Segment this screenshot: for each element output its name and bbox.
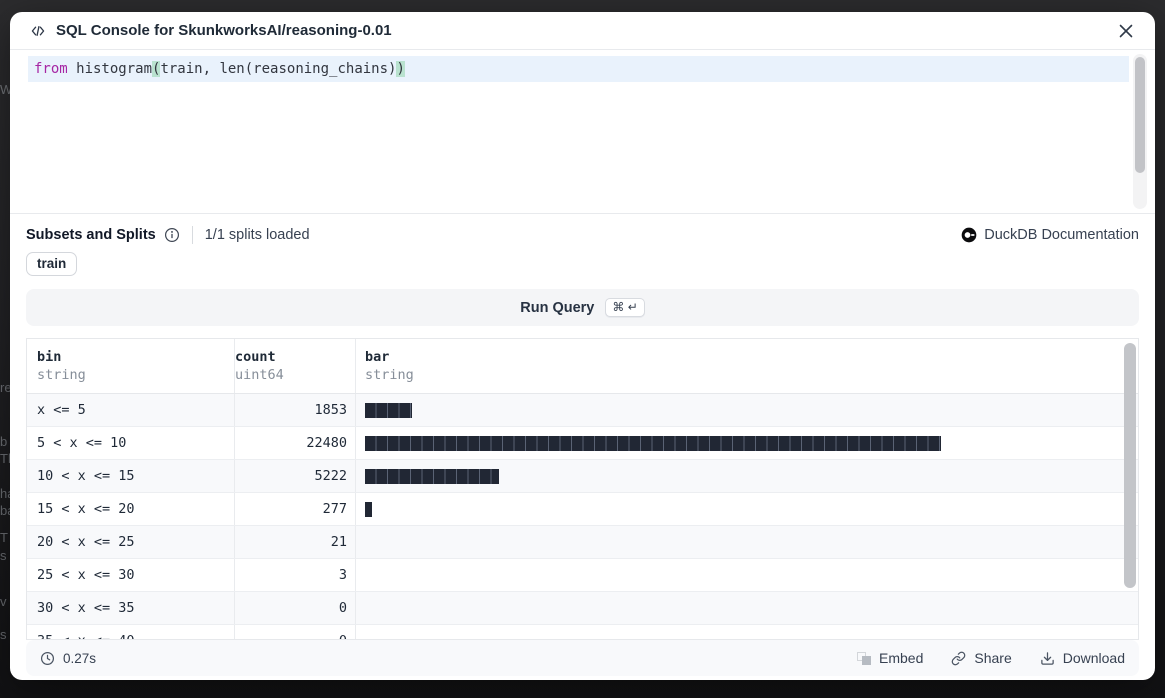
- table-row: 30 < x <= 35 0: [27, 592, 1138, 625]
- editor-scrollbar[interactable]: [1133, 54, 1147, 209]
- modal-bottom-padding: [26, 676, 1139, 680]
- histogram-bar: [365, 436, 941, 451]
- sql-editor[interactable]: from histogram(train, len(reasoning_chai…: [10, 50, 1155, 214]
- table-body: x <= 5 1853 5 < x <= 10 22480 10 < x <= …: [27, 394, 1138, 640]
- code-token: histogram: [68, 61, 152, 77]
- bin-cell: 20 < x <= 25: [27, 526, 235, 558]
- column-name: bar: [365, 349, 389, 365]
- histogram-bar: [365, 469, 499, 484]
- modal-header: SQL Console for SkunkworksAI/reasoning-0…: [10, 12, 1155, 50]
- download-label: Download: [1063, 650, 1125, 666]
- table-row: 20 < x <= 25 21: [27, 526, 1138, 559]
- table-header-row: bin string count uint64 bar string: [27, 339, 1138, 394]
- bar-cell: [356, 526, 1138, 558]
- table-row: x <= 5 1853: [27, 394, 1138, 427]
- column-name: count: [235, 349, 276, 365]
- count-cell: 1853: [235, 394, 356, 426]
- bin-cell: 10 < x <= 15: [27, 460, 235, 492]
- count-cell: 277: [235, 493, 356, 525]
- column-name: bin: [37, 349, 61, 365]
- embed-icon: [857, 652, 871, 665]
- embed-button[interactable]: Embed: [857, 650, 923, 666]
- table-scrollbar[interactable]: [1123, 341, 1137, 637]
- bin-cell: 25 < x <= 30: [27, 559, 235, 591]
- bin-cell: 15 < x <= 20: [27, 493, 235, 525]
- table-row: 5 < x <= 10 22480: [27, 427, 1138, 460]
- column-header-count: count uint64: [235, 339, 356, 393]
- column-type: string: [37, 367, 86, 383]
- bar-cell: [356, 493, 1138, 525]
- bin-cell: x <= 5: [27, 394, 235, 426]
- duckdb-doc-label: DuckDB Documentation: [984, 227, 1139, 243]
- code-token: (: [152, 61, 160, 77]
- count-cell: 3: [235, 559, 356, 591]
- splits-chip-row: train: [26, 252, 1139, 276]
- bar-cell: [356, 559, 1138, 591]
- share-button[interactable]: Share: [951, 650, 1011, 666]
- subsets-row: Subsets and Splits 1/1 splits loaded Duc…: [26, 226, 1139, 244]
- table-row: 25 < x <= 30 3: [27, 559, 1138, 592]
- table-row: 10 < x <= 15 5222: [27, 460, 1138, 493]
- editor-scrollbar-thumb[interactable]: [1135, 57, 1145, 173]
- code-token: from: [34, 61, 68, 77]
- histogram-bar: [365, 403, 412, 418]
- sql-editor-active-line: from histogram(train, len(reasoning_chai…: [28, 56, 1129, 82]
- count-cell: 22480: [235, 427, 356, 459]
- vertical-separator: [192, 226, 193, 244]
- clock-icon: [40, 651, 55, 666]
- subsets-label: Subsets and Splits: [26, 227, 156, 243]
- count-cell: 5222: [235, 460, 356, 492]
- close-icon[interactable]: [1115, 20, 1137, 42]
- run-query-label: Run Query: [520, 300, 594, 316]
- download-button[interactable]: Download: [1040, 650, 1125, 666]
- code-token: ): [396, 61, 404, 77]
- column-type: string: [365, 367, 414, 383]
- split-chip-train[interactable]: train: [26, 252, 77, 276]
- table-row: 35 < x <= 40 0: [27, 625, 1138, 640]
- bin-cell: 35 < x <= 40: [27, 625, 235, 640]
- splits-loaded-text: 1/1 splits loaded: [205, 227, 310, 243]
- share-label: Share: [974, 650, 1011, 666]
- modal-title: SQL Console for SkunkworksAI/reasoning-0…: [56, 22, 392, 39]
- bar-cell: [356, 625, 1138, 640]
- footer-actions: Embed Share Download: [857, 650, 1125, 666]
- results-table: bin string count uint64 bar string x <= …: [26, 338, 1139, 640]
- column-header-bar: bar string: [356, 339, 1138, 393]
- sql-console-modal: SQL Console for SkunkworksAI/reasoning-0…: [10, 12, 1155, 680]
- table-scrollbar-thumb[interactable]: [1124, 343, 1136, 588]
- bar-cell: [356, 460, 1138, 492]
- duckdb-logo-icon: [961, 227, 977, 243]
- bar-cell: [356, 592, 1138, 624]
- duration-text: 0.27s: [63, 651, 96, 666]
- code-icon: [30, 24, 46, 38]
- console-body: Subsets and Splits 1/1 splits loaded Duc…: [10, 214, 1155, 680]
- column-type: uint64: [235, 367, 284, 383]
- keyboard-shortcut-badge: ⌘ ↵: [605, 298, 644, 317]
- count-cell: 0: [235, 625, 356, 640]
- table-row: 15 < x <= 20 277: [27, 493, 1138, 526]
- bar-cell: [356, 427, 1138, 459]
- column-header-bin: bin string: [27, 339, 235, 393]
- embed-label: Embed: [879, 650, 923, 666]
- code-token: train, len(reasoning_chains): [160, 61, 396, 77]
- info-icon[interactable]: [164, 227, 180, 243]
- download-icon: [1040, 651, 1055, 666]
- bin-cell: 30 < x <= 35: [27, 592, 235, 624]
- count-cell: 21: [235, 526, 356, 558]
- run-query-button[interactable]: Run Query ⌘ ↵: [26, 289, 1139, 326]
- count-cell: 0: [235, 592, 356, 624]
- footer-bar: 0.27s Embed Share: [26, 640, 1139, 676]
- bin-cell: 5 < x <= 10: [27, 427, 235, 459]
- link-icon: [951, 651, 966, 666]
- bar-cell: [356, 394, 1138, 426]
- duckdb-doc-link[interactable]: DuckDB Documentation: [961, 227, 1139, 243]
- query-duration: 0.27s: [40, 651, 96, 666]
- histogram-bar: [365, 502, 372, 517]
